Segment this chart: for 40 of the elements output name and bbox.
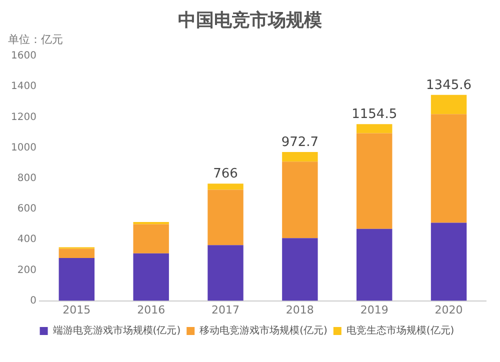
bar bbox=[430, 114, 467, 223]
y-tick-label: 1200 bbox=[10, 112, 36, 123]
bar bbox=[133, 224, 169, 254]
y-tick-label: 400 bbox=[17, 234, 36, 246]
y-tick-label: 1000 bbox=[10, 142, 36, 154]
bar bbox=[133, 253, 169, 301]
x-tick-label: 2018 bbox=[286, 303, 314, 316]
y-tick-label: 800 bbox=[17, 172, 36, 184]
bar bbox=[208, 245, 244, 301]
x-tick-label: 2020 bbox=[434, 303, 463, 316]
y-axis-title: 单位：亿元 bbox=[8, 32, 64, 46]
bar bbox=[58, 248, 95, 258]
legend-label: 电竞生态市场规模(亿元) bbox=[346, 324, 454, 337]
bar bbox=[356, 133, 392, 229]
x-tick-label: 2016 bbox=[137, 303, 166, 316]
total-label: 766 bbox=[213, 166, 238, 182]
legend-label: 端游电竞游戏市场规模(亿元) bbox=[52, 324, 181, 337]
y-tick-label: 0 bbox=[30, 295, 36, 306]
bar bbox=[282, 152, 318, 162]
chart-title: 中国电竞市场规模 bbox=[177, 9, 323, 32]
bar bbox=[430, 222, 467, 301]
total-label: 972.7 bbox=[281, 134, 319, 150]
x-tick-label: 2019 bbox=[360, 303, 388, 316]
bar bbox=[430, 94, 467, 114]
bar bbox=[58, 258, 95, 301]
bar bbox=[208, 190, 244, 246]
bar bbox=[356, 228, 392, 301]
bar bbox=[208, 184, 244, 190]
x-tick-label: 2015 bbox=[62, 303, 91, 316]
y-tick-label: 1400 bbox=[10, 81, 36, 92]
bar bbox=[282, 162, 318, 238]
y-tick-label: 200 bbox=[17, 264, 36, 276]
y-tick-label: 600 bbox=[17, 204, 36, 215]
total-label: 1345.6 bbox=[426, 78, 472, 93]
total-label: 1154.5 bbox=[352, 107, 398, 122]
bar bbox=[282, 238, 318, 301]
x-tick-label: 2017 bbox=[212, 303, 240, 316]
legend-label: 移动电竞游戏市场规模(亿元) bbox=[200, 324, 328, 337]
y-tick-label: 1600 bbox=[10, 50, 36, 62]
bar bbox=[356, 124, 392, 134]
